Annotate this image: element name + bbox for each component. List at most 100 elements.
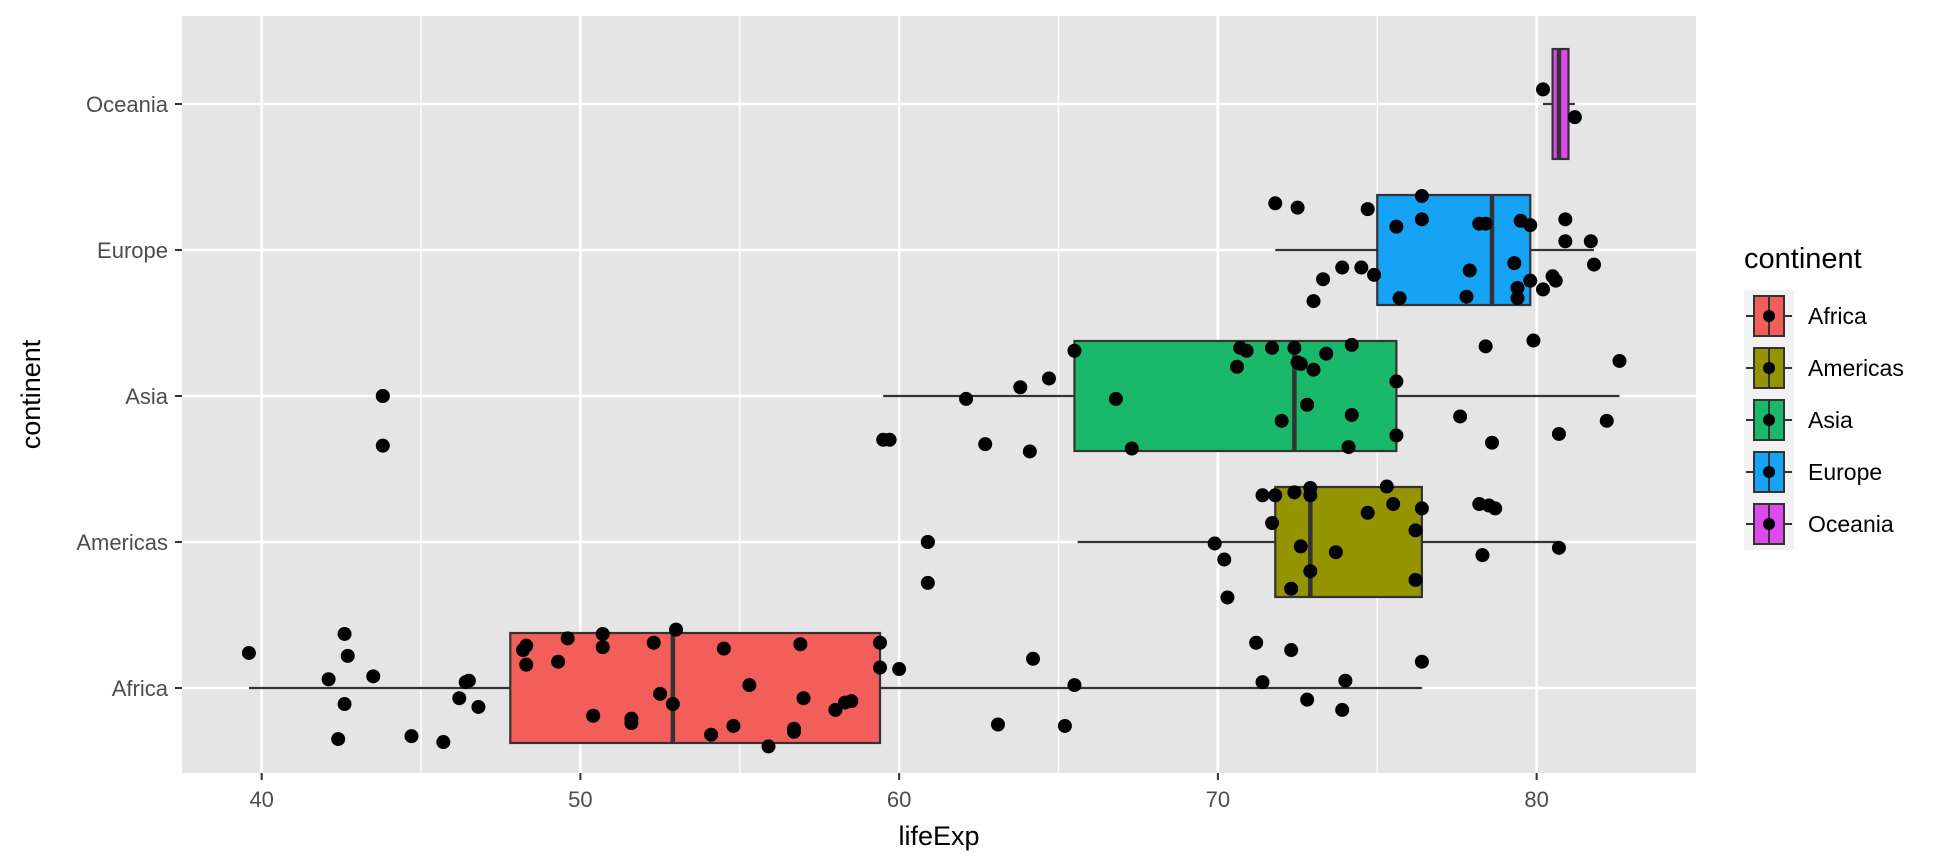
data-point — [1408, 523, 1423, 538]
data-point — [1526, 333, 1541, 348]
data-point — [321, 672, 336, 687]
data-point — [1558, 234, 1573, 249]
data-point — [1300, 692, 1315, 707]
legend-item-africa: Africa — [1744, 290, 1867, 342]
data-point — [1220, 590, 1235, 605]
data-point — [1207, 536, 1222, 551]
legend-label: Africa — [1808, 303, 1867, 329]
data-point — [1249, 635, 1264, 650]
data-point — [1507, 256, 1522, 271]
data-point — [1303, 480, 1318, 495]
legend-key-point — [1763, 362, 1775, 374]
data-point — [1558, 212, 1573, 227]
data-point — [1408, 572, 1423, 587]
data-point — [1488, 501, 1503, 516]
box-europe — [1275, 193, 1595, 307]
data-point — [1255, 675, 1270, 690]
data-point — [828, 702, 843, 717]
data-point — [796, 691, 811, 706]
y-tick-label: Oceania — [86, 92, 169, 117]
data-point — [340, 648, 355, 663]
data-point — [786, 724, 801, 739]
data-point — [920, 575, 935, 590]
y-tick-label: Asia — [125, 384, 169, 409]
data-point — [1523, 273, 1538, 288]
data-point — [1583, 234, 1598, 249]
data-point — [1328, 545, 1343, 560]
data-point — [1287, 485, 1302, 500]
data-point — [653, 686, 668, 701]
data-point — [1475, 548, 1490, 563]
data-point — [404, 729, 419, 744]
y-tick-label: Americas — [76, 530, 168, 555]
data-point — [1338, 673, 1353, 688]
data-point — [704, 727, 719, 742]
data-point — [665, 697, 680, 712]
data-point — [1392, 291, 1407, 306]
data-point — [1026, 651, 1041, 666]
data-point — [1587, 257, 1602, 272]
data-point — [1300, 397, 1315, 412]
data-point — [1414, 188, 1429, 203]
data-point — [920, 535, 935, 549]
data-point — [978, 437, 993, 452]
legend-item-oceania: Oceania — [1744, 498, 1894, 550]
data-point — [1284, 581, 1299, 596]
data-point — [1551, 540, 1566, 555]
data-point — [669, 622, 684, 637]
data-point — [1389, 219, 1404, 234]
data-point — [1478, 216, 1493, 231]
data-point — [1510, 280, 1525, 295]
data-point — [366, 669, 381, 684]
data-point — [1335, 260, 1350, 275]
data-point — [1041, 371, 1056, 386]
legend-label: Oceania — [1808, 511, 1894, 537]
data-point — [1319, 346, 1334, 361]
data-point — [375, 438, 390, 453]
data-point — [1354, 260, 1369, 275]
data-point — [519, 638, 534, 653]
data-point — [1284, 643, 1299, 658]
data-point — [1057, 718, 1072, 733]
data-point — [1386, 497, 1401, 512]
data-point — [1013, 380, 1028, 395]
data-point — [1217, 552, 1232, 567]
legend: continent Africa Americas Asia Europe Oceani… — [1744, 243, 1904, 550]
data-point — [1303, 564, 1318, 579]
data-point — [1536, 282, 1551, 297]
data-point — [471, 699, 486, 714]
data-point — [1599, 413, 1614, 428]
data-point — [726, 718, 741, 733]
data-point — [1360, 202, 1375, 217]
legend-key-point — [1763, 310, 1775, 322]
x-tick-label: 40 — [249, 787, 273, 812]
data-point — [1268, 196, 1283, 211]
data-point — [873, 660, 888, 675]
data-point — [331, 732, 346, 747]
y-axis-title: continent — [16, 339, 46, 449]
x-tick-label: 70 — [1206, 787, 1230, 812]
data-point — [461, 673, 476, 688]
data-point — [1389, 374, 1404, 389]
data-point — [1478, 339, 1493, 354]
data-point — [1453, 409, 1468, 424]
data-point — [1414, 212, 1429, 227]
data-point — [1523, 218, 1538, 233]
data-point — [761, 739, 776, 754]
data-point — [1274, 413, 1289, 428]
legend-key-point — [1763, 518, 1775, 530]
x-tick-label: 50 — [568, 787, 592, 812]
data-point — [1551, 426, 1566, 441]
box-iqr — [1073, 339, 1398, 453]
data-point — [1124, 441, 1139, 456]
data-point — [1389, 428, 1404, 443]
legend-key-point — [1763, 414, 1775, 426]
data-point — [1567, 110, 1582, 125]
data-point — [1293, 539, 1308, 554]
data-point — [1290, 200, 1305, 215]
data-point — [1536, 82, 1551, 97]
data-point — [990, 717, 1005, 732]
data-point — [1293, 356, 1308, 371]
data-point — [716, 641, 731, 656]
